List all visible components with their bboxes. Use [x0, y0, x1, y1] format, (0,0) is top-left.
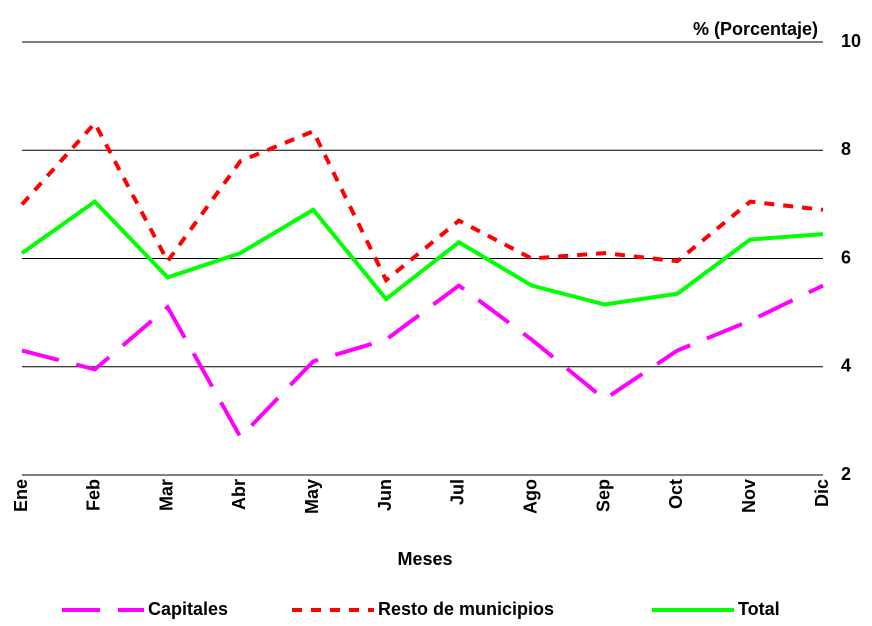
series-line [20, 119, 824, 284]
x-tick-label: Ago [520, 479, 540, 514]
series-line [20, 199, 824, 307]
x-tick-label: Dic [812, 479, 832, 507]
x-tick-label: Abr [229, 479, 249, 510]
x-tick-label: Feb [84, 479, 104, 511]
y-tick-label: 4 [841, 356, 851, 376]
legend-label: Resto de municipios [378, 599, 554, 619]
y-tick-label: 6 [841, 247, 851, 267]
x-tick-label: May [302, 479, 322, 514]
y-tick-label: 8 [841, 139, 851, 159]
x-tick-label: Jun [375, 479, 395, 511]
x-axis-title: Meses [397, 549, 452, 569]
x-tick-label: Mar [156, 479, 176, 511]
x-tick-label: Oct [666, 479, 686, 509]
x-tick-label: Ene [11, 479, 31, 512]
x-tick-label: Sep [593, 479, 613, 512]
series-line [21, 283, 824, 441]
y-tick-label: 10 [841, 31, 861, 51]
legend-label: Total [738, 599, 780, 619]
y-axis-title: % (Porcentaje) [693, 19, 818, 39]
y-tick-label: 2 [841, 464, 851, 484]
x-tick-label: Nov [739, 479, 759, 513]
x-tick-label: Jul [448, 479, 468, 505]
legend-label: Capitales [148, 599, 228, 619]
